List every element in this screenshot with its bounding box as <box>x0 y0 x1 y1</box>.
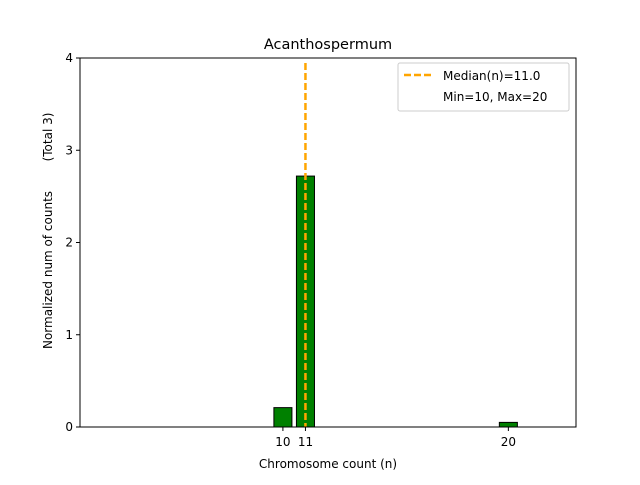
y-tick-label: 3 <box>65 143 73 157</box>
x-tick-label: 10 <box>275 435 290 449</box>
x-tick-label: 20 <box>501 435 516 449</box>
y-axis-ticks: 0 1 2 3 4 <box>65 51 80 434</box>
legend-minmax-entry: Min=10, Max=20 <box>443 90 547 104</box>
y-tick-label: 2 <box>65 236 73 250</box>
legend: Median(n)=11.0 Min=10, Max=20 <box>397 62 570 112</box>
x-tick-label: 11 <box>298 435 313 449</box>
x-axis-ticks: 10 11 20 <box>275 427 516 449</box>
bar-n-10 <box>273 407 293 428</box>
y-tick-label: 0 <box>65 420 73 434</box>
y-tick-label: 4 <box>65 51 73 65</box>
x-axis-label: Chromosome count (n) <box>259 457 397 471</box>
y-axis-total-label: (Total 3) <box>41 113 55 162</box>
chart-title: Acanthospermum <box>264 37 392 53</box>
legend-box <box>397 62 570 112</box>
legend-median-entry: Median(n)=11.0 <box>443 69 540 83</box>
y-axis-label: Normalized num of counts <box>41 191 55 349</box>
bar-n-20 <box>498 421 518 428</box>
y-tick-label: 1 <box>65 328 73 342</box>
